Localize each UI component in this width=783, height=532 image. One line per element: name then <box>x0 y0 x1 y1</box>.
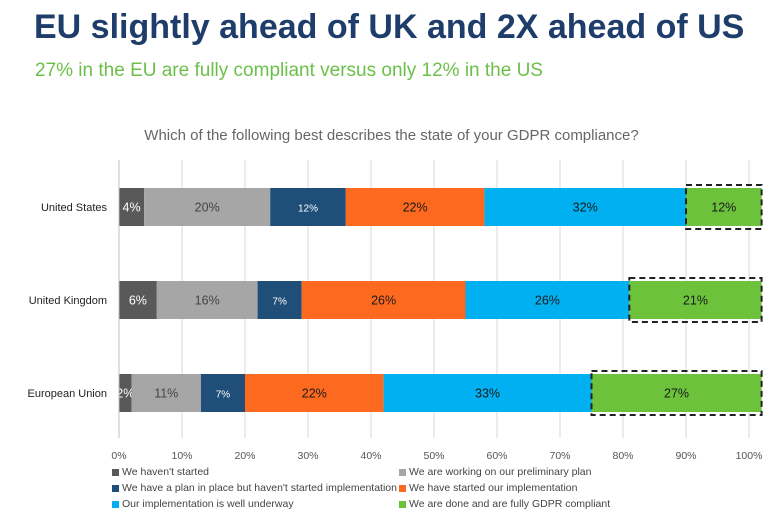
x-tick-label: 20% <box>234 450 255 462</box>
legend-swatch <box>399 468 406 476</box>
subheadline: 27% in the EU are fully compliant versus… <box>35 60 543 81</box>
legend-label: We haven't started <box>122 466 210 478</box>
bar-segment <box>301 281 466 319</box>
category-label: United States <box>41 202 108 214</box>
x-tick-label: 90% <box>675 450 696 462</box>
headline: EU slightly ahead of UK and 2X ahead of … <box>34 8 745 46</box>
legend-label: We have started our implementation <box>409 482 578 494</box>
bar-segment <box>245 374 384 412</box>
bar-segment <box>156 281 258 319</box>
legend: We haven't started We are working on our … <box>112 466 752 510</box>
highlight-box <box>590 370 763 416</box>
data-label: 12% <box>298 204 318 215</box>
legend-swatch <box>112 468 119 476</box>
legend-item: We have started our implementation <box>399 482 752 494</box>
x-tick-label: 30% <box>297 450 318 462</box>
bar-segment <box>270 188 346 226</box>
legend-item: We are done and are fully GDPR compliant <box>399 498 752 510</box>
legend-label: We have a plan in place but haven't star… <box>122 482 397 494</box>
data-label: 4% <box>123 201 141 215</box>
legend-item: We haven't started <box>112 466 399 478</box>
category-label: United Kingdom <box>29 295 107 307</box>
chart-title: Which of the following best describes th… <box>144 127 639 144</box>
data-label: 27% <box>664 387 689 401</box>
legend-item: We are working on our preliminary plan <box>399 466 752 478</box>
x-tick-label: 70% <box>549 450 570 462</box>
category-label: European Union <box>27 388 107 400</box>
bar-segment <box>465 281 630 319</box>
data-label: 22% <box>302 387 327 401</box>
legend-label: Our implementation is well underway <box>122 498 294 510</box>
data-label: 6% <box>129 294 147 308</box>
legend-swatch <box>112 484 119 492</box>
data-label: 22% <box>403 201 428 215</box>
x-tick-label: 40% <box>360 450 381 462</box>
bar-segment <box>686 188 762 226</box>
bar-segment <box>629 281 762 319</box>
x-tick-label: 100% <box>736 450 763 462</box>
x-tick-label: 0% <box>111 450 126 462</box>
data-label: 7% <box>216 390 231 401</box>
bar-segment <box>119 374 132 412</box>
x-tick-label: 60% <box>486 450 507 462</box>
data-label: 2% <box>116 387 134 401</box>
data-label: 26% <box>371 294 396 308</box>
x-tick-label: 10% <box>171 450 192 462</box>
data-label: 21% <box>683 294 708 308</box>
legend-swatch <box>399 484 406 492</box>
bar-segment <box>257 281 302 319</box>
data-label: 33% <box>475 387 500 401</box>
legend-label: We are working on our preliminary plan <box>409 466 592 478</box>
data-label: 26% <box>535 294 560 308</box>
bar-segment <box>144 188 271 226</box>
highlight-box <box>628 277 763 323</box>
legend-item: Our implementation is well underway <box>112 498 399 510</box>
bar-segment <box>119 188 145 226</box>
bar-segment <box>200 374 245 412</box>
bar-segment <box>591 374 762 412</box>
data-label: 12% <box>711 201 736 215</box>
legend-label: We are done and are fully GDPR compliant <box>409 498 611 510</box>
bar-segment <box>119 281 157 319</box>
x-tick-label: 80% <box>612 450 633 462</box>
bar-segment <box>345 188 485 226</box>
bar-segment <box>131 374 201 412</box>
legend-swatch <box>112 500 119 508</box>
x-tick-label: 50% <box>423 450 444 462</box>
bar-segment <box>383 374 592 412</box>
data-label: 11% <box>154 387 178 401</box>
legend-swatch <box>399 500 406 508</box>
data-label: 7% <box>272 297 287 308</box>
data-label: 32% <box>573 201 598 215</box>
data-label: 20% <box>195 201 220 215</box>
data-label: 16% <box>195 294 220 308</box>
bar-segment <box>484 188 686 226</box>
legend-item: We have a plan in place but haven't star… <box>112 482 399 494</box>
